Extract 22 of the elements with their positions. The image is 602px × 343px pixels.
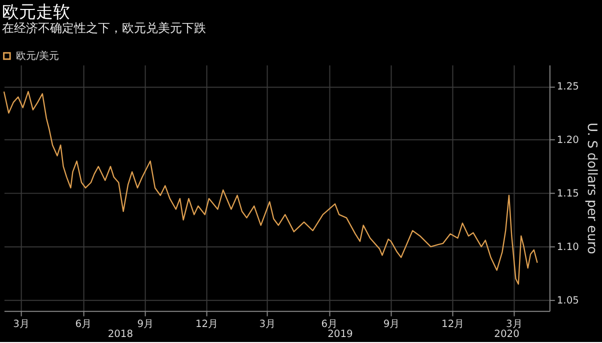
x-tick-label: 3月 bbox=[259, 319, 276, 330]
x2-tick-label: 2020 bbox=[494, 329, 520, 340]
legend-label: 欧元/美元 bbox=[16, 50, 60, 62]
chart-title: 欧元走软 bbox=[2, 1, 70, 22]
y-tick-label: 1.10 bbox=[556, 242, 579, 254]
x2-tick-label: 2018 bbox=[108, 329, 134, 340]
x-tick-label: 12月 bbox=[195, 319, 218, 330]
x-tick-label: 9月 bbox=[383, 319, 400, 330]
x2-tick-label: 2019 bbox=[328, 329, 353, 340]
y-tick-label: 1.25 bbox=[556, 82, 579, 93]
x-tick-label: 9月 bbox=[137, 319, 154, 330]
y-tick-label: 1.05 bbox=[556, 296, 579, 307]
x-tick-label: 3月 bbox=[13, 319, 30, 330]
y-axis-title: U. S dollars per euro bbox=[584, 122, 599, 254]
x-tick-label: 6月 bbox=[321, 319, 338, 330]
y-tick-label: 1.20 bbox=[556, 135, 579, 146]
x-tick-label: 3月 bbox=[506, 319, 522, 330]
x-tick-label: 12月 bbox=[442, 319, 464, 330]
line-series bbox=[3, 91, 538, 285]
y-tick-label: 1.15 bbox=[556, 188, 579, 200]
chart-subtitle: 在经济不确定性之下，欧元兑美元下跌 bbox=[2, 21, 206, 36]
x-tick-label: 6月 bbox=[75, 319, 92, 330]
